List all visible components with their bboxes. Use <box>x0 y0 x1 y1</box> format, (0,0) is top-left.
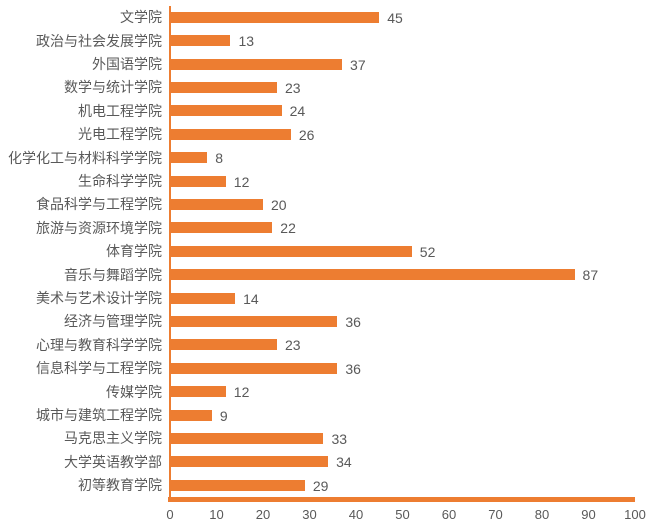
x-tick-label: 40 <box>348 506 364 522</box>
category-label: 城市与建筑工程学院 <box>36 407 162 423</box>
value-label: 9 <box>219 407 228 424</box>
category-label: 化学化工与材料科学学院 <box>8 149 162 166</box>
category-label: 马克思主义学院 <box>64 430 162 447</box>
value-label: 33 <box>331 430 348 447</box>
value-label: 52 <box>419 243 436 260</box>
value-label: 26 <box>298 126 315 143</box>
category-label: 光电工程学院 <box>78 126 162 143</box>
bar <box>170 175 226 187</box>
category-label: 心理与教育科学学院 <box>36 336 162 353</box>
value-label: 29 <box>312 477 329 494</box>
bar <box>170 11 380 23</box>
value-label: 8 <box>215 150 223 167</box>
x-tick-label: 80 <box>534 506 550 522</box>
bar <box>170 58 343 70</box>
value-label: 36 <box>345 360 361 377</box>
category-label: 大学英语教学部 <box>64 453 162 470</box>
x-tick-label: 50 <box>395 506 410 522</box>
bar <box>170 339 277 351</box>
value-label: 36 <box>345 313 361 330</box>
value-label: 12 <box>233 173 250 190</box>
value-label: 13 <box>238 33 255 50</box>
bar <box>170 362 338 374</box>
value-label: 23 <box>284 337 301 354</box>
category-label: 生命科学学院 <box>78 173 162 189</box>
category-label: 音乐与舞蹈学院 <box>64 266 162 283</box>
bar <box>170 222 273 234</box>
category-label: 数学与统计学院 <box>64 79 162 96</box>
x-axis-line <box>168 496 635 502</box>
x-tick-label: 90 <box>581 506 596 522</box>
category-label: 旅游与资源环境学院 <box>36 219 162 236</box>
x-tick-label: 20 <box>255 506 271 522</box>
value-label: 12 <box>233 384 250 401</box>
category-label: 美术与艺术设计学院 <box>36 290 162 306</box>
value-label: 87 <box>582 267 599 284</box>
category-label: 机电工程学院 <box>78 102 162 119</box>
x-tick-label: 70 <box>488 506 503 522</box>
x-tick-label: 0 <box>166 506 174 522</box>
category-label: 经济与管理学院 <box>64 313 162 330</box>
x-tick-label: 100 <box>624 506 646 522</box>
bar <box>170 105 282 117</box>
bar <box>170 386 226 398</box>
value-label: 23 <box>284 79 301 96</box>
x-tick-label: 60 <box>441 506 457 522</box>
value-label: 24 <box>289 103 306 120</box>
value-label: 37 <box>350 56 366 73</box>
bar <box>170 152 208 164</box>
bar <box>170 479 305 491</box>
category-label: 体育学院 <box>106 243 162 260</box>
value-label: 45 <box>387 9 403 26</box>
category-label: 文学院 <box>120 9 162 26</box>
bar <box>170 432 324 444</box>
category-label: 信息科学与工程学院 <box>36 360 162 377</box>
value-label: 20 <box>271 196 287 213</box>
bar <box>170 456 329 468</box>
bar <box>170 409 212 421</box>
bar <box>170 315 338 327</box>
bar <box>170 128 291 140</box>
x-tick-label: 10 <box>209 506 224 522</box>
value-label: 14 <box>243 290 259 307</box>
bar <box>170 292 236 304</box>
category-label: 政治与社会发展学院 <box>36 32 162 49</box>
bar <box>170 35 231 47</box>
bar <box>170 198 263 210</box>
value-label: 22 <box>280 220 296 237</box>
category-label: 传媒学院 <box>106 383 162 400</box>
category-label: 食品科学与工程学院 <box>36 196 162 213</box>
bar <box>170 81 277 93</box>
category-label: 外国语学院 <box>92 56 162 72</box>
bar <box>170 245 412 257</box>
value-label: 34 <box>336 454 352 471</box>
x-tick-label: 30 <box>302 506 317 522</box>
bar <box>170 269 575 281</box>
category-label: 初等教育学院 <box>78 477 162 494</box>
